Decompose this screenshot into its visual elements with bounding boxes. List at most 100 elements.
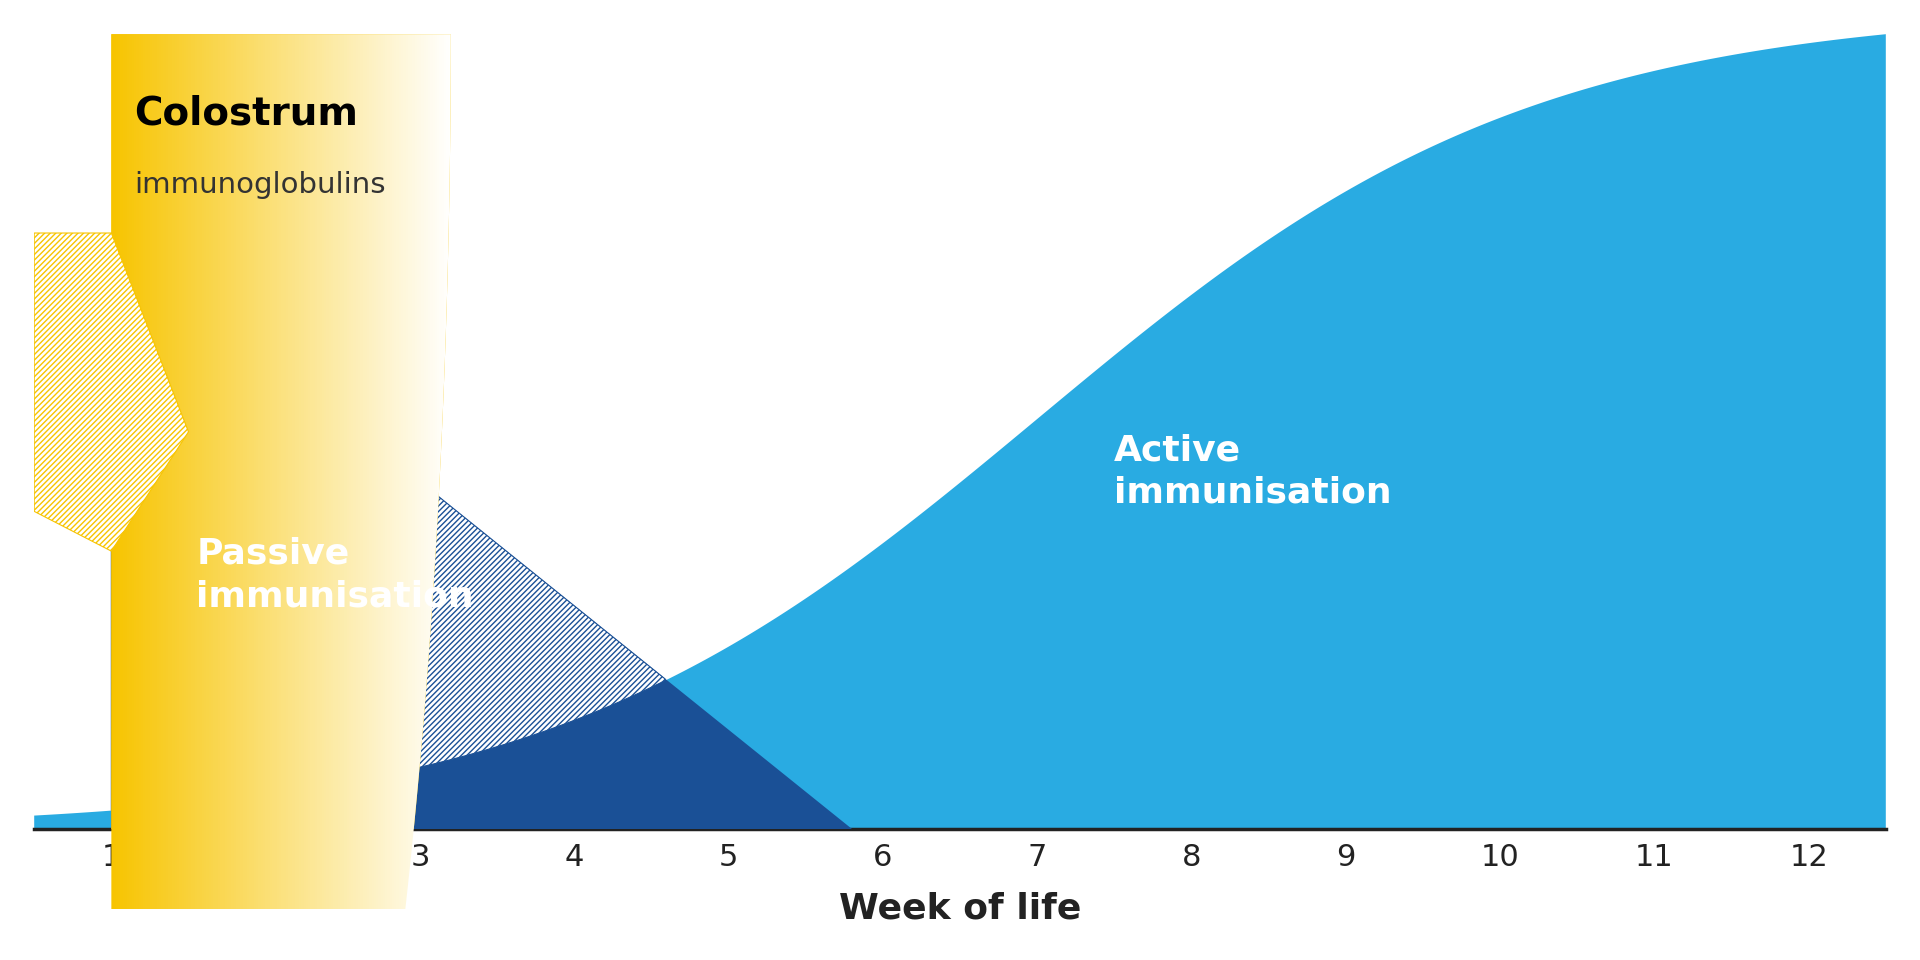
Polygon shape (150, 0, 152, 909)
Polygon shape (417, 0, 419, 909)
Polygon shape (35, 233, 188, 551)
Polygon shape (311, 0, 313, 909)
Polygon shape (165, 0, 167, 909)
Polygon shape (271, 0, 273, 909)
Polygon shape (236, 0, 238, 909)
Polygon shape (317, 0, 319, 909)
Polygon shape (205, 0, 209, 909)
Polygon shape (250, 0, 252, 909)
Polygon shape (252, 0, 253, 909)
Polygon shape (338, 0, 340, 909)
Polygon shape (173, 0, 175, 909)
Polygon shape (184, 0, 186, 909)
Polygon shape (290, 0, 292, 909)
Polygon shape (154, 0, 157, 909)
Polygon shape (399, 0, 401, 909)
Polygon shape (351, 0, 353, 909)
Polygon shape (420, 0, 424, 909)
Polygon shape (394, 0, 397, 909)
Polygon shape (419, 0, 420, 909)
Polygon shape (111, 35, 451, 960)
Polygon shape (292, 0, 294, 909)
Polygon shape (182, 0, 184, 909)
Polygon shape (129, 0, 132, 909)
Polygon shape (127, 0, 129, 909)
Polygon shape (148, 0, 150, 909)
Polygon shape (161, 0, 163, 909)
Polygon shape (234, 0, 236, 909)
Polygon shape (309, 0, 311, 909)
Polygon shape (192, 0, 196, 909)
Polygon shape (390, 0, 392, 909)
Polygon shape (217, 0, 221, 909)
Text: Colostrum: Colostrum (134, 95, 359, 132)
Polygon shape (278, 0, 280, 909)
Polygon shape (305, 0, 309, 909)
Polygon shape (403, 0, 405, 909)
Polygon shape (140, 0, 142, 909)
Polygon shape (432, 0, 436, 909)
Polygon shape (428, 0, 430, 909)
Polygon shape (111, 0, 113, 909)
Polygon shape (449, 0, 451, 909)
Polygon shape (113, 0, 115, 909)
Polygon shape (175, 0, 177, 909)
Polygon shape (442, 0, 444, 909)
Polygon shape (111, 233, 852, 829)
Polygon shape (223, 0, 225, 909)
Polygon shape (115, 0, 119, 909)
Polygon shape (171, 0, 173, 909)
Polygon shape (344, 0, 348, 909)
Polygon shape (167, 0, 171, 909)
Polygon shape (142, 0, 146, 909)
Polygon shape (159, 0, 161, 909)
Polygon shape (324, 0, 326, 909)
Polygon shape (188, 0, 190, 909)
Polygon shape (275, 0, 276, 909)
Polygon shape (342, 0, 344, 909)
Polygon shape (392, 0, 394, 909)
Polygon shape (440, 0, 442, 909)
Polygon shape (298, 0, 300, 909)
Polygon shape (319, 0, 323, 909)
Polygon shape (340, 0, 342, 909)
Polygon shape (261, 0, 263, 909)
Polygon shape (378, 0, 380, 909)
Polygon shape (303, 0, 305, 909)
Polygon shape (132, 0, 134, 909)
Polygon shape (361, 0, 363, 909)
Polygon shape (326, 0, 328, 909)
Polygon shape (177, 0, 179, 909)
Polygon shape (119, 0, 121, 909)
Polygon shape (242, 0, 246, 909)
Polygon shape (445, 0, 449, 909)
Polygon shape (424, 0, 426, 909)
Polygon shape (365, 0, 367, 909)
Polygon shape (353, 0, 355, 909)
Polygon shape (369, 0, 372, 909)
Polygon shape (215, 0, 217, 909)
Polygon shape (136, 0, 138, 909)
Polygon shape (288, 0, 290, 909)
Polygon shape (157, 0, 159, 909)
Polygon shape (386, 0, 388, 909)
Polygon shape (125, 0, 127, 909)
Polygon shape (202, 0, 204, 909)
Polygon shape (349, 0, 351, 909)
Polygon shape (255, 0, 259, 909)
Polygon shape (388, 0, 390, 909)
Polygon shape (348, 0, 349, 909)
Polygon shape (301, 0, 303, 909)
Polygon shape (146, 0, 148, 909)
Text: Passive
immunisation: Passive immunisation (196, 537, 474, 613)
Polygon shape (152, 0, 154, 909)
Polygon shape (227, 0, 228, 909)
Polygon shape (267, 0, 271, 909)
Polygon shape (336, 0, 338, 909)
Polygon shape (438, 0, 440, 909)
Polygon shape (200, 0, 202, 909)
Polygon shape (209, 0, 211, 909)
Polygon shape (413, 0, 415, 909)
Polygon shape (273, 0, 275, 909)
Polygon shape (228, 0, 230, 909)
